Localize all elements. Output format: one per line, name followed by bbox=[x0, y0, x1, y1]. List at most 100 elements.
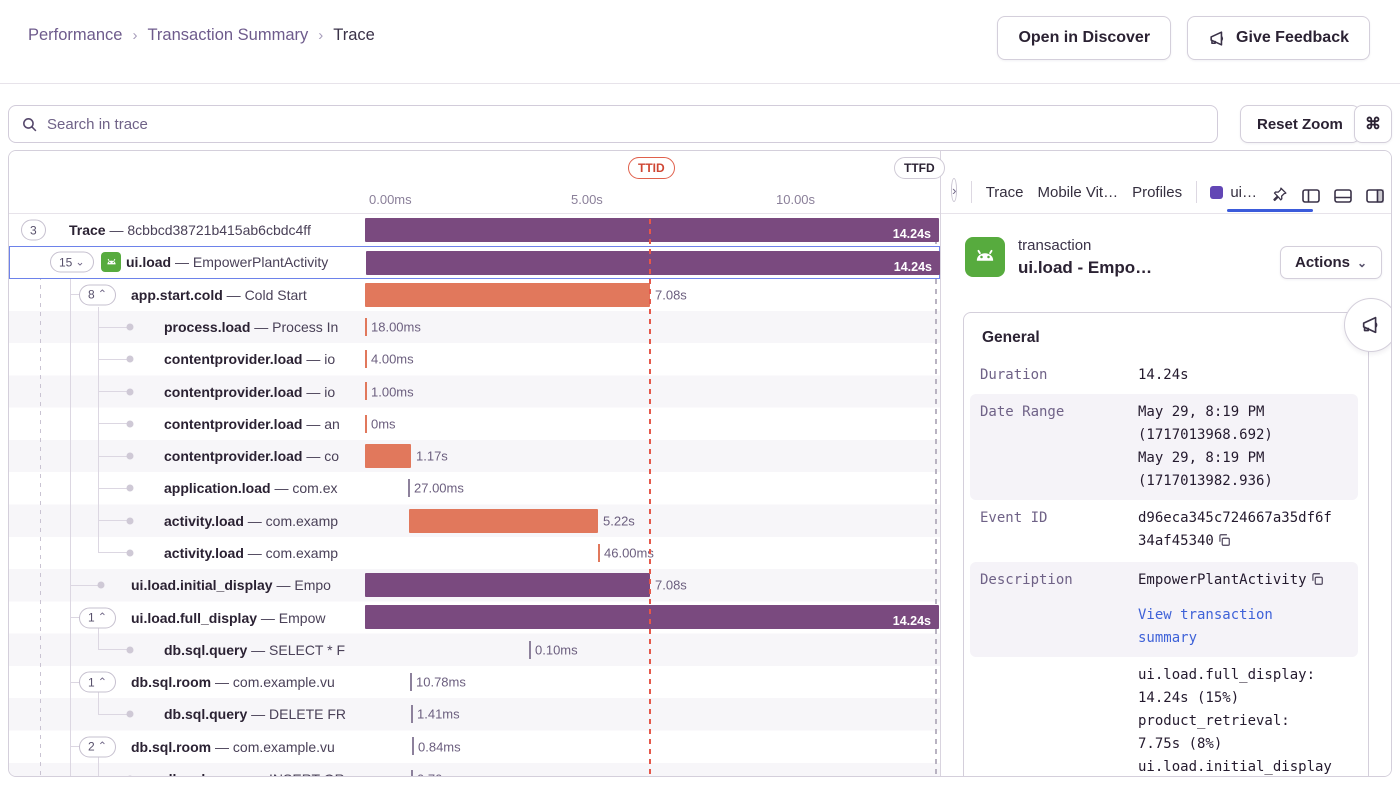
trace-view: 0.00ms 5.00s 10.00s TTID TTFD 3 Trace — 8cbbc… bbox=[8, 150, 1392, 777]
tree-connector bbox=[70, 294, 79, 296]
span-bar[interactable] bbox=[365, 282, 650, 307]
span-row[interactable]: contentprovider.load — io 4.00ms bbox=[9, 343, 940, 375]
breadcrumb-item-trace[interactable]: Trace bbox=[333, 26, 375, 44]
span-tree-cell: db.sql.query — DELETE FR bbox=[9, 698, 364, 730]
tab-active-span[interactable]: ui… bbox=[1210, 184, 1257, 203]
tab-mobilevit[interactable]: Mobile Vit… bbox=[1037, 184, 1119, 201]
span-duration-label: 14.24s bbox=[892, 614, 931, 629]
span-tick[interactable] bbox=[365, 317, 367, 336]
view-transaction-link[interactable]: View transaction summary bbox=[1138, 604, 1338, 650]
tree-connector bbox=[98, 455, 130, 457]
span-count: 3 bbox=[30, 223, 37, 238]
span-row[interactable]: activity.load — com.examp 5.22s bbox=[9, 505, 940, 537]
span-tick[interactable] bbox=[365, 350, 367, 369]
span-row[interactable]: process.load — Process In 18.00ms bbox=[9, 311, 940, 343]
field-label: Duration bbox=[980, 367, 1048, 383]
span-count-pill[interactable]: 2 ⌃ bbox=[79, 736, 116, 758]
tab-trace[interactable]: Trace bbox=[985, 184, 1024, 201]
span-row[interactable]: 2 ⌃ db.sql.room — com.example.vu 0.84ms bbox=[9, 730, 940, 762]
tree-connector bbox=[98, 552, 130, 554]
span-label: activity.load — com.examp bbox=[164, 512, 339, 529]
span-dot bbox=[97, 581, 105, 589]
megaphone-icon bbox=[1208, 29, 1227, 48]
span-row[interactable]: contentprovider.load — co 1.17s bbox=[9, 440, 940, 472]
ttfd-marker-line bbox=[935, 179, 937, 776]
span-dot bbox=[126, 710, 134, 718]
span-duration-label: 0ms bbox=[371, 416, 396, 432]
span-tick[interactable] bbox=[412, 737, 414, 756]
span-duration-label: 18.00ms bbox=[371, 319, 421, 335]
span-dot bbox=[126, 452, 134, 460]
breadcrumb: Performance › Transaction Summary › Trace bbox=[28, 26, 375, 45]
span-count-pill[interactable]: 15 ⌄ bbox=[50, 251, 94, 273]
span-tree-cell: contentprovider.load — io bbox=[9, 375, 364, 407]
ttfd-badge: TTFD bbox=[894, 157, 945, 179]
chevron-right-circle-icon[interactable]: › bbox=[951, 178, 958, 202]
copy-icon[interactable] bbox=[1217, 532, 1231, 555]
span-tick[interactable] bbox=[411, 769, 413, 776]
breadcrumb-item-performance[interactable]: Performance bbox=[28, 26, 123, 44]
tab-profiles[interactable]: Profiles bbox=[1132, 184, 1183, 201]
view-transaction-link[interactable]: View transaction summary bbox=[1138, 607, 1273, 646]
span-row[interactable]: activity.load — com.examp 46.00ms bbox=[9, 537, 940, 569]
span-tree-cell: application.load — com.ex bbox=[9, 472, 364, 504]
span-tick[interactable] bbox=[408, 479, 410, 498]
span-row[interactable]: db.sql.query — DELETE FR 1.41ms bbox=[9, 698, 940, 730]
feedback-fab-button[interactable] bbox=[1344, 298, 1391, 352]
give-feedback-button[interactable]: Give Feedback bbox=[1187, 16, 1370, 60]
span-row[interactable]: 15 ⌄ ui.load — EmpowerPlantActivity 14.24s bbox=[9, 246, 940, 279]
layout-bottom-icon[interactable] bbox=[1334, 189, 1352, 203]
field-value-line: EmpowerPlantActivity bbox=[1138, 569, 1338, 594]
span-count-pill[interactable]: 1 ⌃ bbox=[79, 607, 116, 628]
field-row-date-range: Date Range May 29, 8:19 PM (1717013968.69… bbox=[970, 394, 1358, 500]
span-row[interactable]: db.sql.query — INSERT OR 0.70ms bbox=[9, 763, 940, 776]
android-icon bbox=[965, 237, 1005, 277]
trace-drawer: › Trace Mobile Vit… Profiles ui… transaction… bbox=[940, 151, 1391, 776]
span-duration-label: 7.08s bbox=[655, 287, 687, 303]
span-bar[interactable]: 14.24s bbox=[365, 218, 939, 242]
span-row[interactable]: db.sql.query — SELECT * F 0.10ms bbox=[9, 634, 940, 666]
axis-tick-label: 10.00s bbox=[776, 192, 816, 207]
span-tree-cell: contentprovider.load — io bbox=[9, 343, 364, 375]
span-count-pill[interactable]: 8 ⌃ bbox=[79, 284, 116, 306]
breadcrumb-item-transaction-summary[interactable]: Transaction Summary bbox=[147, 26, 309, 44]
span-count-pill[interactable]: 1 ⌃ bbox=[79, 671, 116, 693]
search-input[interactable] bbox=[47, 115, 1205, 133]
ttid-badge: TTID bbox=[628, 157, 675, 179]
copy-icon[interactable] bbox=[1310, 571, 1324, 594]
open-in-discover-button[interactable]: Open in Discover bbox=[997, 16, 1172, 60]
ops-item: ui.load.initial_display: 7.08s (7%) bbox=[1138, 759, 1332, 775]
span-row[interactable]: application.load — com.ex 27.00ms bbox=[9, 472, 940, 504]
drawer-tabs: › Trace Mobile Vit… Profiles ui… bbox=[941, 151, 1391, 214]
span-row[interactable]: 1 ⌃ ui.load.full_display — Empow 14.24s bbox=[9, 601, 940, 633]
span-tick[interactable] bbox=[365, 382, 367, 401]
span-row[interactable]: contentprovider.load — an 0ms bbox=[9, 408, 940, 440]
reset-zoom-button[interactable]: Reset Zoom bbox=[1240, 105, 1360, 143]
shortcut-button[interactable]: ⌘ bbox=[1354, 105, 1392, 143]
layout-right-icon[interactable] bbox=[1366, 189, 1384, 203]
span-bar[interactable] bbox=[365, 443, 411, 468]
span-tick[interactable] bbox=[411, 705, 413, 724]
span-tick[interactable] bbox=[410, 672, 412, 691]
span-row[interactable]: 8 ⌃ app.start.cold — Cold Start 7.08s bbox=[9, 279, 940, 311]
span-label: app.start.cold — Cold Start bbox=[131, 286, 307, 303]
span-bar[interactable] bbox=[365, 573, 650, 598]
span-label: db.sql.room — com.example.vu bbox=[131, 674, 335, 691]
actions-button[interactable]: Actions ⌄ bbox=[1280, 246, 1383, 279]
span-tick[interactable] bbox=[529, 640, 531, 659]
span-row[interactable]: 3 Trace — 8cbbcd38721b415ab6cbdc4ff 14.24s bbox=[9, 214, 940, 246]
layout-left-icon[interactable] bbox=[1302, 189, 1320, 203]
span-count-pill[interactable]: 3 bbox=[21, 219, 46, 241]
pin-icon[interactable] bbox=[1271, 186, 1288, 203]
span-bar[interactable] bbox=[409, 508, 598, 533]
span-tick[interactable] bbox=[365, 414, 367, 433]
span-tick[interactable] bbox=[598, 543, 600, 562]
span-row[interactable]: contentprovider.load — io 1.00ms bbox=[9, 375, 940, 407]
field-value-line: May 29, 8:19 PM (1717013982.936) bbox=[1138, 450, 1273, 489]
span-row[interactable]: ui.load.initial_display — Empo 7.08s bbox=[9, 569, 940, 601]
span-bar[interactable]: 14.24s bbox=[366, 251, 940, 276]
span-bar[interactable]: 14.24s bbox=[365, 605, 939, 630]
trace-search-box[interactable] bbox=[8, 105, 1218, 143]
span-tree-cell: process.load — Process In bbox=[9, 311, 364, 343]
span-row[interactable]: 1 ⌃ db.sql.room — com.example.vu 10.78ms bbox=[9, 666, 940, 698]
